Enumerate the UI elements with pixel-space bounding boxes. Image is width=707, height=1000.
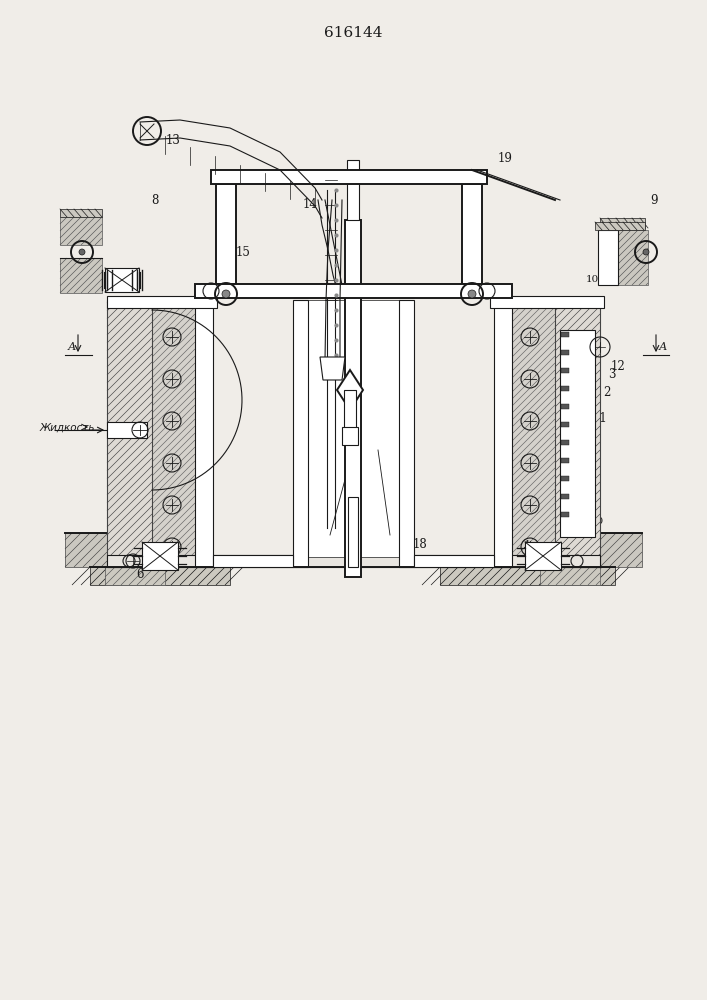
Bar xyxy=(348,497,358,567)
Bar xyxy=(345,220,361,577)
Bar xyxy=(308,300,399,557)
Bar xyxy=(90,567,230,585)
Bar xyxy=(399,300,414,567)
Bar xyxy=(107,296,217,308)
Bar xyxy=(105,268,139,292)
Bar xyxy=(561,332,569,337)
Text: А: А xyxy=(68,342,76,352)
Bar xyxy=(216,184,236,284)
Bar xyxy=(65,533,107,567)
Text: 1: 1 xyxy=(523,540,531,552)
Polygon shape xyxy=(337,370,363,410)
Bar xyxy=(293,300,308,567)
Text: 7: 7 xyxy=(86,258,94,271)
Bar xyxy=(600,228,642,270)
Text: 2: 2 xyxy=(603,386,611,399)
Circle shape xyxy=(468,290,476,298)
Bar xyxy=(525,542,561,570)
Bar xyxy=(211,170,487,184)
Bar xyxy=(494,300,512,567)
Bar xyxy=(60,217,102,245)
Text: 18: 18 xyxy=(413,538,427,552)
Bar xyxy=(561,512,569,517)
Text: 17: 17 xyxy=(348,538,363,552)
Bar xyxy=(561,368,569,373)
Text: А: А xyxy=(659,342,667,352)
Bar xyxy=(490,296,604,308)
Bar xyxy=(142,542,178,570)
Text: 15: 15 xyxy=(235,245,250,258)
Text: 16: 16 xyxy=(366,538,382,552)
Bar xyxy=(440,567,615,585)
Bar xyxy=(600,218,645,228)
Text: 11: 11 xyxy=(592,412,607,424)
Bar xyxy=(60,209,102,217)
Text: 13: 13 xyxy=(165,133,180,146)
Text: 4: 4 xyxy=(111,412,119,424)
Bar xyxy=(414,555,494,567)
Bar xyxy=(152,300,195,567)
Bar xyxy=(107,422,147,438)
Bar xyxy=(561,476,569,481)
Text: 19: 19 xyxy=(498,151,513,164)
Text: 9: 9 xyxy=(650,194,658,207)
Bar xyxy=(595,222,645,230)
Bar xyxy=(107,300,152,567)
Bar xyxy=(561,350,569,355)
Bar xyxy=(561,422,569,427)
Bar xyxy=(60,258,102,293)
Text: Фиг.1: Фиг.1 xyxy=(343,552,378,564)
Bar xyxy=(561,494,569,499)
Text: 12: 12 xyxy=(611,360,626,372)
Bar xyxy=(344,390,356,430)
Bar xyxy=(561,440,569,445)
Circle shape xyxy=(222,290,230,298)
Circle shape xyxy=(643,249,649,255)
Bar xyxy=(105,567,165,585)
Text: 6: 6 xyxy=(136,568,144,580)
Bar xyxy=(618,230,648,285)
Bar xyxy=(555,300,600,567)
Circle shape xyxy=(79,249,85,255)
Polygon shape xyxy=(320,357,345,380)
Bar xyxy=(540,567,600,585)
Bar xyxy=(561,386,569,391)
Bar xyxy=(195,300,213,567)
Bar xyxy=(598,230,618,285)
Text: 3: 3 xyxy=(608,368,616,381)
Text: 5: 5 xyxy=(194,518,201,532)
Bar xyxy=(462,184,482,284)
Text: Жидкость: Жидкость xyxy=(40,423,95,433)
Text: 616144: 616144 xyxy=(324,26,382,40)
Text: 14: 14 xyxy=(303,198,317,212)
Bar xyxy=(213,555,293,567)
Text: 10: 10 xyxy=(585,275,599,284)
Bar xyxy=(560,330,595,537)
Bar xyxy=(561,404,569,409)
Bar xyxy=(561,458,569,463)
Bar xyxy=(347,160,359,220)
Bar xyxy=(512,300,555,567)
Bar xyxy=(342,427,358,445)
Text: 10: 10 xyxy=(590,518,604,526)
Bar xyxy=(107,555,600,567)
Bar xyxy=(600,533,642,567)
Bar xyxy=(195,284,512,298)
Text: 8: 8 xyxy=(151,194,158,207)
